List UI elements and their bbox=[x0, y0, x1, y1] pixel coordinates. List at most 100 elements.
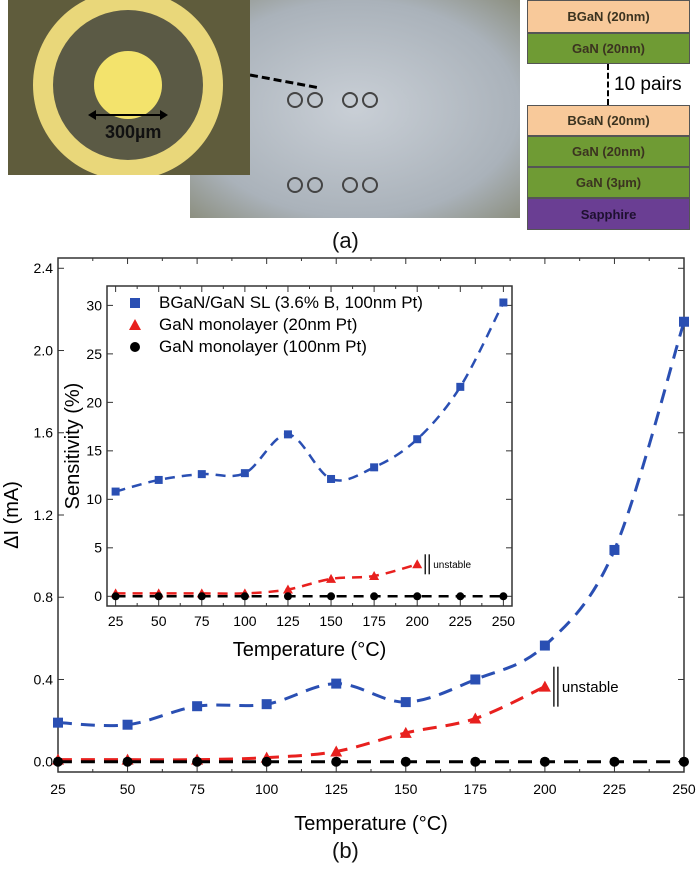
y-tick-label: 30 bbox=[86, 297, 102, 313]
data-point-circle bbox=[154, 592, 163, 601]
y-tick-label: 2.4 bbox=[34, 260, 54, 276]
y-tick-label: 1.6 bbox=[34, 425, 54, 441]
x-tick-label: 150 bbox=[319, 613, 343, 629]
data-point-circle bbox=[609, 756, 620, 767]
data-point-circle bbox=[130, 342, 140, 352]
data-point-square bbox=[122, 719, 133, 730]
data-point-circle bbox=[499, 592, 508, 601]
repeat-line bbox=[607, 64, 609, 105]
y-tick-label: 15 bbox=[86, 443, 102, 459]
data-point-square bbox=[456, 382, 465, 391]
main-plot-frame bbox=[57, 257, 685, 773]
y-tick-label: 10 bbox=[86, 491, 102, 507]
x-tick-label: 225 bbox=[449, 613, 473, 629]
data-point-triangle bbox=[412, 559, 423, 569]
data-point-square bbox=[679, 316, 689, 327]
data-point-square bbox=[197, 470, 206, 479]
legend-entry: GaN monolayer (100nm Pt) bbox=[159, 337, 367, 356]
data-point-square bbox=[413, 435, 422, 444]
data-point-square bbox=[130, 298, 140, 308]
data-point-square bbox=[261, 699, 272, 710]
data-point-triangle bbox=[129, 319, 141, 330]
x-axis-label: Temperature (°C) bbox=[233, 639, 387, 661]
data-point-triangle bbox=[399, 726, 412, 738]
electrode-photo: 300µm bbox=[8, 0, 250, 175]
fit-line bbox=[115, 301, 505, 493]
y-tick-label: 0.0 bbox=[34, 754, 54, 770]
x-tick-label: 150 bbox=[394, 781, 418, 797]
data-point-circle bbox=[192, 756, 203, 767]
repeat-label: 10 pairs bbox=[614, 74, 682, 95]
data-point-circle bbox=[370, 592, 379, 601]
fit-line bbox=[115, 563, 418, 595]
x-tick-label: 250 bbox=[672, 781, 696, 797]
data-point-square bbox=[331, 678, 342, 689]
scale-bar-label: 300µm bbox=[105, 122, 162, 142]
data-point-circle bbox=[539, 756, 550, 767]
x-tick-label: 100 bbox=[255, 781, 279, 797]
data-point-triangle bbox=[196, 588, 207, 598]
data-point-triangle bbox=[239, 588, 250, 598]
panel-a-label: (a) bbox=[332, 228, 359, 253]
data-point-circle bbox=[283, 592, 292, 601]
x-tick-label: 175 bbox=[362, 613, 386, 629]
data-point-circle bbox=[261, 756, 272, 767]
y-tick-label: 0.4 bbox=[34, 671, 54, 687]
data-point-circle bbox=[400, 756, 411, 767]
x-tick-label: 200 bbox=[406, 613, 430, 629]
x-tick-label: 200 bbox=[533, 781, 557, 797]
data-point-circle bbox=[53, 756, 63, 767]
data-point-triangle bbox=[538, 680, 551, 692]
x-tick-label: 175 bbox=[464, 781, 488, 797]
x-tick-label: 50 bbox=[120, 781, 136, 797]
data-point-square bbox=[327, 474, 336, 483]
x-tick-label: 125 bbox=[325, 781, 349, 797]
data-point-triangle bbox=[326, 573, 337, 583]
x-tick-label: 25 bbox=[108, 613, 124, 629]
y-tick-label: 0.8 bbox=[34, 589, 54, 605]
legend-entry: BGaN/GaN SL (3.6% B, 100nm Pt) bbox=[159, 293, 423, 312]
data-point-square bbox=[283, 430, 292, 439]
y-tick-label: 1.2 bbox=[34, 507, 54, 523]
data-point-triangle bbox=[330, 745, 343, 757]
data-point-square bbox=[539, 640, 550, 651]
data-point-circle bbox=[240, 592, 249, 601]
layer: GaN (20nm) bbox=[527, 33, 690, 64]
layer: GaN (20nm) bbox=[527, 136, 690, 167]
data-point-square bbox=[370, 463, 379, 472]
x-tick-label: 75 bbox=[194, 613, 210, 629]
fit-line bbox=[57, 321, 686, 728]
data-point-circle bbox=[456, 592, 465, 601]
data-point-triangle bbox=[469, 712, 482, 724]
x-tick-label: 100 bbox=[233, 613, 257, 629]
data-point-triangle bbox=[153, 588, 164, 598]
data-point-square bbox=[240, 469, 249, 478]
unstable-label: unstable bbox=[433, 560, 471, 571]
data-point-triangle bbox=[191, 753, 204, 765]
scale-arrow-icon bbox=[88, 110, 168, 120]
data-point-circle bbox=[679, 756, 689, 767]
x-tick-label: 125 bbox=[276, 613, 300, 629]
y-axis-label: ΔI (mA) bbox=[1, 481, 23, 549]
data-point-circle bbox=[413, 592, 422, 601]
data-point-square bbox=[609, 544, 620, 555]
x-tick-label: 75 bbox=[189, 781, 205, 797]
legend-entry: GaN monolayer (20nm Pt) bbox=[159, 315, 357, 334]
data-point-circle bbox=[470, 756, 481, 767]
data-point-square bbox=[499, 298, 508, 307]
data-point-square bbox=[111, 487, 120, 496]
x-tick-label: 50 bbox=[151, 613, 167, 629]
data-point-triangle bbox=[52, 753, 64, 765]
x-tick-label: 25 bbox=[50, 781, 66, 797]
layer: BGaN (20nm) bbox=[527, 0, 690, 33]
panel-b-label: (b) bbox=[332, 838, 359, 863]
data-point-square bbox=[192, 701, 203, 712]
data-point-circle bbox=[111, 592, 120, 601]
y-tick-label: 0 bbox=[94, 588, 102, 604]
y-tick-label: 20 bbox=[86, 394, 102, 410]
data-point-triangle bbox=[121, 753, 134, 765]
y-tick-label: 25 bbox=[86, 346, 102, 362]
chip-pattern bbox=[249, 73, 378, 193]
y-tick-label: 5 bbox=[94, 540, 102, 556]
